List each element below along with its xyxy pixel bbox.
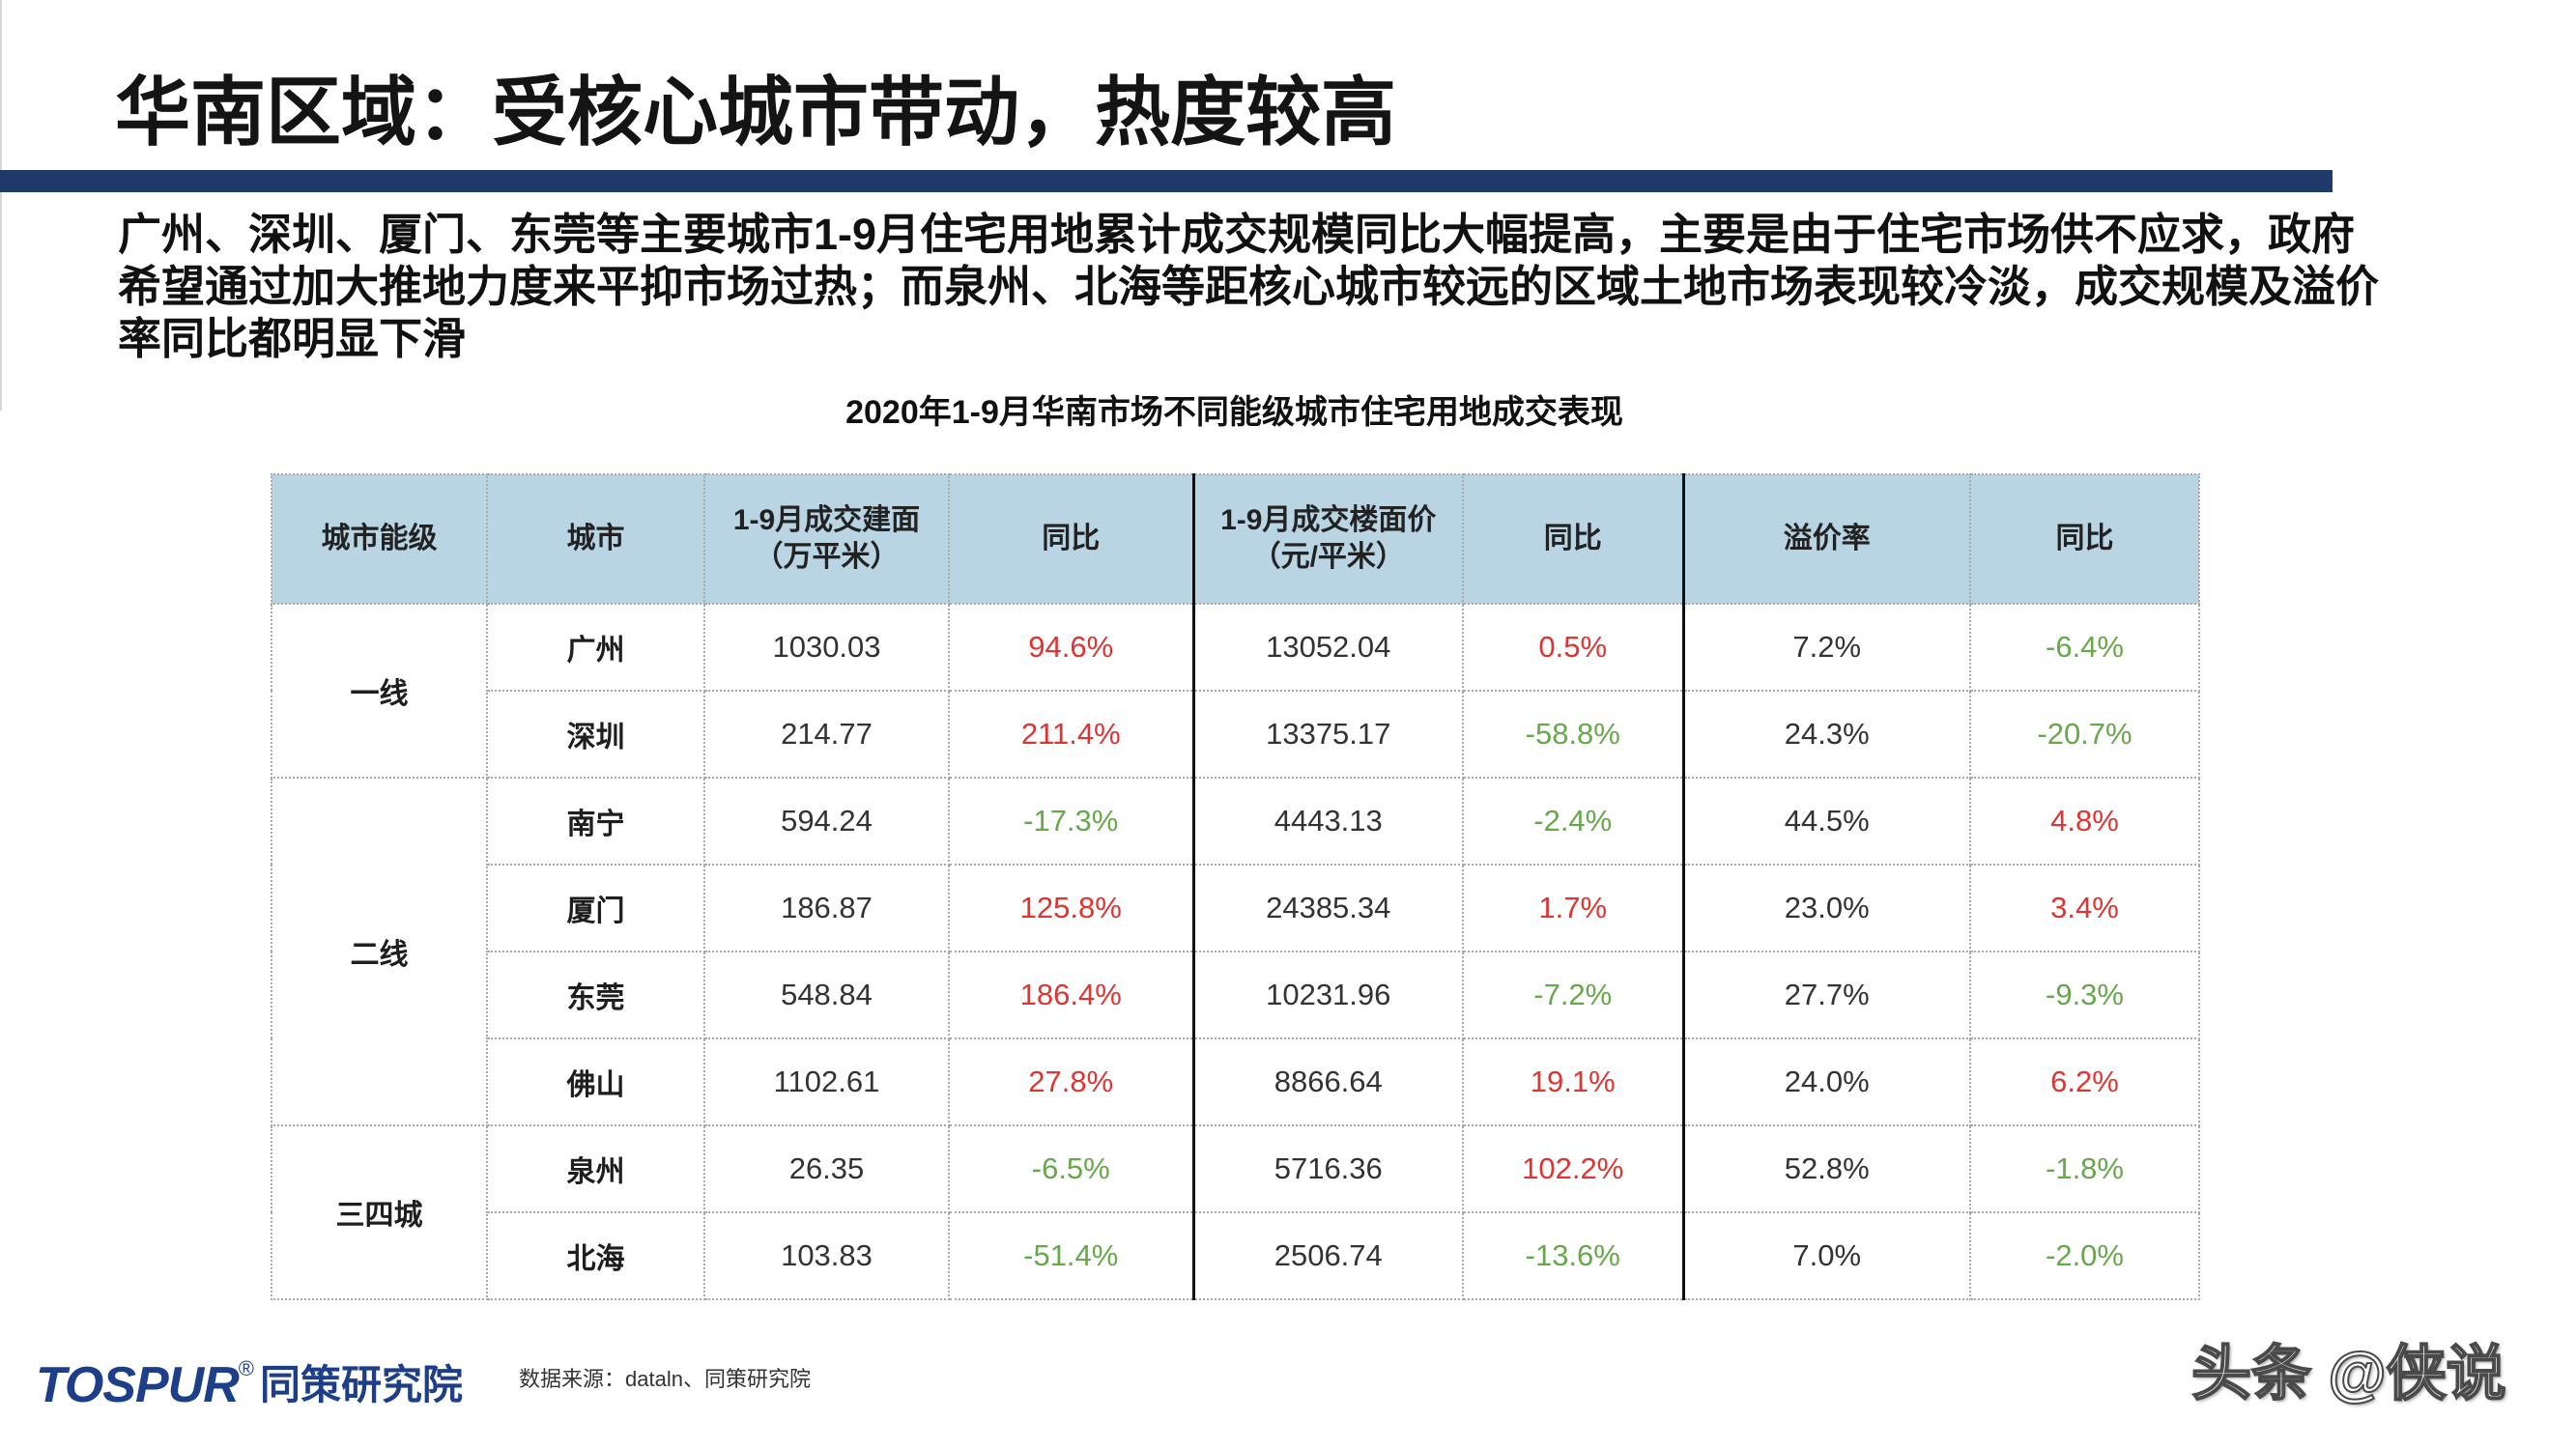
floor-price-cell: 13375.17 — [1192, 690, 1464, 779]
land-area-cell: 26.35 — [703, 1124, 950, 1213]
summary-paragraph: 广州、深圳、厦门、东莞等主要城市1-9月住宅用地累计成交规模同比大幅提高，主要是… — [118, 209, 2379, 365]
table-row: 深圳 214.77 211.4% 13375.17 -58.8% 24.3% -… — [272, 690, 2200, 779]
premium-rate-yoy-cell: -20.7% — [1969, 690, 2200, 779]
tier-cell: 一线 — [271, 603, 488, 779]
land-area-yoy-cell: 125.8% — [948, 864, 1195, 952]
premium-rate-yoy-cell: -9.3% — [1969, 951, 2200, 1039]
premium-rate-yoy-cell: 4.8% — [1969, 777, 2200, 866]
city-cell: 广州 — [486, 603, 705, 692]
header-premium-rate: 溢价率 — [1682, 473, 1971, 605]
floor-price-cell: 24385.34 — [1192, 864, 1464, 952]
city-cell: 厦门 — [486, 864, 705, 952]
floor-price-cell: 5716.36 — [1192, 1124, 1464, 1213]
land-area-yoy-cell: -51.4% — [948, 1211, 1195, 1300]
city-cell: 南宁 — [486, 777, 705, 866]
summary-line: 希望通过加大推地力度来平抑市场过热；而泉州、北海等距核心城市较远的区域土地市场表… — [118, 262, 2380, 311]
land-area-yoy-cell: -6.5% — [948, 1124, 1195, 1213]
table-row: 三四城 泉州 26.35 -6.5% 5716.36 102.2% 52.8% … — [271, 1124, 2200, 1300]
floor-price-cell: 2506.74 — [1192, 1211, 1464, 1300]
header-land-area-unit: （万平米） — [754, 541, 900, 573]
land-area-cell: 186.87 — [703, 864, 950, 952]
premium-rate-yoy-cell: -6.4% — [1969, 603, 2200, 692]
header-floor-price: 1-9月成交楼面价 （元/平米） — [1192, 473, 1464, 605]
floor-price-yoy-cell: -58.8% — [1462, 690, 1685, 779]
table-header-row: 城市能级 城市 1-9月成交建面 （万平米） 同比 1-9月成交楼面价 （元/平… — [271, 473, 2200, 605]
city-cell: 北海 — [486, 1211, 705, 1300]
table-row: 一线 广州 1030.03 94.6% 13052.04 0.5% 7.2% -… — [271, 603, 2200, 779]
table-row: 佛山 1102.61 27.8% 8866.64 19.1% 24.0% 6.2… — [272, 1037, 2200, 1126]
premium-rate-cell: 23.0% — [1682, 864, 1971, 952]
header-premium-rate-yoy: 同比 — [1969, 473, 2200, 605]
summary-line: 广州、深圳、厦门、东莞等主要城市1-9月住宅用地累计成交规模同比大幅提高，主要是… — [118, 210, 2356, 259]
land-area-cell: 1030.03 — [703, 603, 950, 692]
premium-rate-yoy-cell: -1.8% — [1969, 1124, 2200, 1213]
logo-registered-mark: ® — [238, 1356, 254, 1380]
data-source-note: 数据来源：dataln、同策研究院 — [519, 1367, 811, 1391]
floor-price-yoy-cell: -7.2% — [1462, 951, 1685, 1039]
premium-rate-yoy-cell: 6.2% — [1969, 1037, 2200, 1126]
land-area-cell: 548.84 — [703, 951, 950, 1039]
premium-rate-yoy-cell: -2.0% — [1969, 1211, 2200, 1300]
floor-price-yoy-cell: -2.4% — [1462, 777, 1685, 866]
header-land-area: 1-9月成交建面 （万平米） — [703, 473, 950, 605]
floor-price-yoy-cell: 102.2% — [1462, 1124, 1685, 1213]
header-city: 城市 — [486, 473, 705, 605]
header-land-area-line1: 1-9月成交建面 — [732, 504, 921, 536]
table-title: 2020年1-9月华南市场不同能级城市住宅用地成交表现 — [845, 394, 1623, 431]
land-area-cell: 1102.61 — [703, 1037, 950, 1126]
premium-rate-cell: 52.8% — [1682, 1124, 1971, 1213]
slide-edge-line — [0, 0, 2, 411]
header-floor-price-unit: （元/平米） — [1251, 541, 1405, 573]
tospur-logo: TOSPUR® 同策研究院 — [36, 1356, 463, 1414]
summary-line: 率同比都明显下滑 — [118, 314, 467, 363]
floor-price-cell: 8866.64 — [1192, 1037, 1464, 1126]
floor-price-yoy-cell: 19.1% — [1462, 1037, 1685, 1126]
land-area-yoy-cell: 211.4% — [948, 690, 1195, 779]
city-cell: 佛山 — [486, 1037, 705, 1126]
land-area-cell: 594.24 — [703, 777, 950, 866]
land-area-yoy-cell: -17.3% — [948, 777, 1195, 866]
header-tier: 城市能级 — [271, 473, 488, 605]
tier-cell: 三四城 — [271, 1124, 488, 1300]
premium-rate-cell: 27.7% — [1682, 951, 1971, 1039]
floor-price-yoy-cell: 0.5% — [1462, 603, 1685, 692]
floor-price-yoy-cell: -13.6% — [1462, 1211, 1685, 1300]
table-row: 东莞 548.84 186.4% 10231.96 -7.2% 27.7% -9… — [272, 951, 2200, 1039]
premium-rate-cell: 44.5% — [1682, 777, 1971, 866]
premium-rate-yoy-cell: 3.4% — [1969, 864, 2200, 952]
tier-cell: 二线 — [271, 777, 488, 1126]
floor-price-yoy-cell: 1.7% — [1462, 864, 1685, 952]
land-area-cell: 214.77 — [703, 690, 950, 779]
premium-rate-cell: 24.3% — [1682, 690, 1971, 779]
floor-price-cell: 4443.13 — [1192, 777, 1464, 866]
premium-rate-cell: 7.0% — [1682, 1211, 1971, 1300]
land-area-cell: 103.83 — [703, 1211, 950, 1300]
watermark: 头条 @侠说 — [2190, 1340, 2507, 1408]
header-floor-price-yoy: 同比 — [1462, 473, 1685, 605]
table-row: 北海 103.83 -51.4% 2506.74 -13.6% 7.0% -2.… — [272, 1211, 2200, 1300]
land-area-yoy-cell: 94.6% — [948, 603, 1195, 692]
logo-brand-text: TOSPUR — [36, 1357, 240, 1413]
floor-price-cell: 10231.96 — [1192, 951, 1464, 1039]
table-row: 二线 南宁 594.24 -17.3% 4443.13 -2.4% 44.5% … — [271, 777, 2200, 1126]
city-cell: 深圳 — [486, 690, 705, 779]
header-land-area-yoy: 同比 — [948, 473, 1195, 605]
table-row: 厦门 186.87 125.8% 24385.34 1.7% 23.0% 3.4… — [272, 864, 2200, 952]
floor-price-cell: 13052.04 — [1192, 603, 1464, 692]
land-area-yoy-cell: 27.8% — [948, 1037, 1195, 1126]
land-deal-table: 城市能级 城市 1-9月成交建面 （万平米） 同比 1-9月成交楼面价 （元/平… — [271, 473, 2200, 1300]
land-area-yoy-cell: 186.4% — [948, 951, 1195, 1039]
slide-title: 华南区域：受核心城市带动，热度较高 — [115, 70, 1397, 155]
premium-rate-cell: 7.2% — [1682, 603, 1971, 692]
logo-institute-name: 同策研究院 — [259, 1362, 463, 1407]
header-floor-price-line1: 1-9月成交楼面价 — [1220, 504, 1437, 536]
city-cell: 东莞 — [486, 951, 705, 1039]
premium-rate-cell: 24.0% — [1682, 1037, 1971, 1126]
title-divider-bar — [0, 170, 2333, 192]
city-cell: 泉州 — [486, 1124, 705, 1213]
